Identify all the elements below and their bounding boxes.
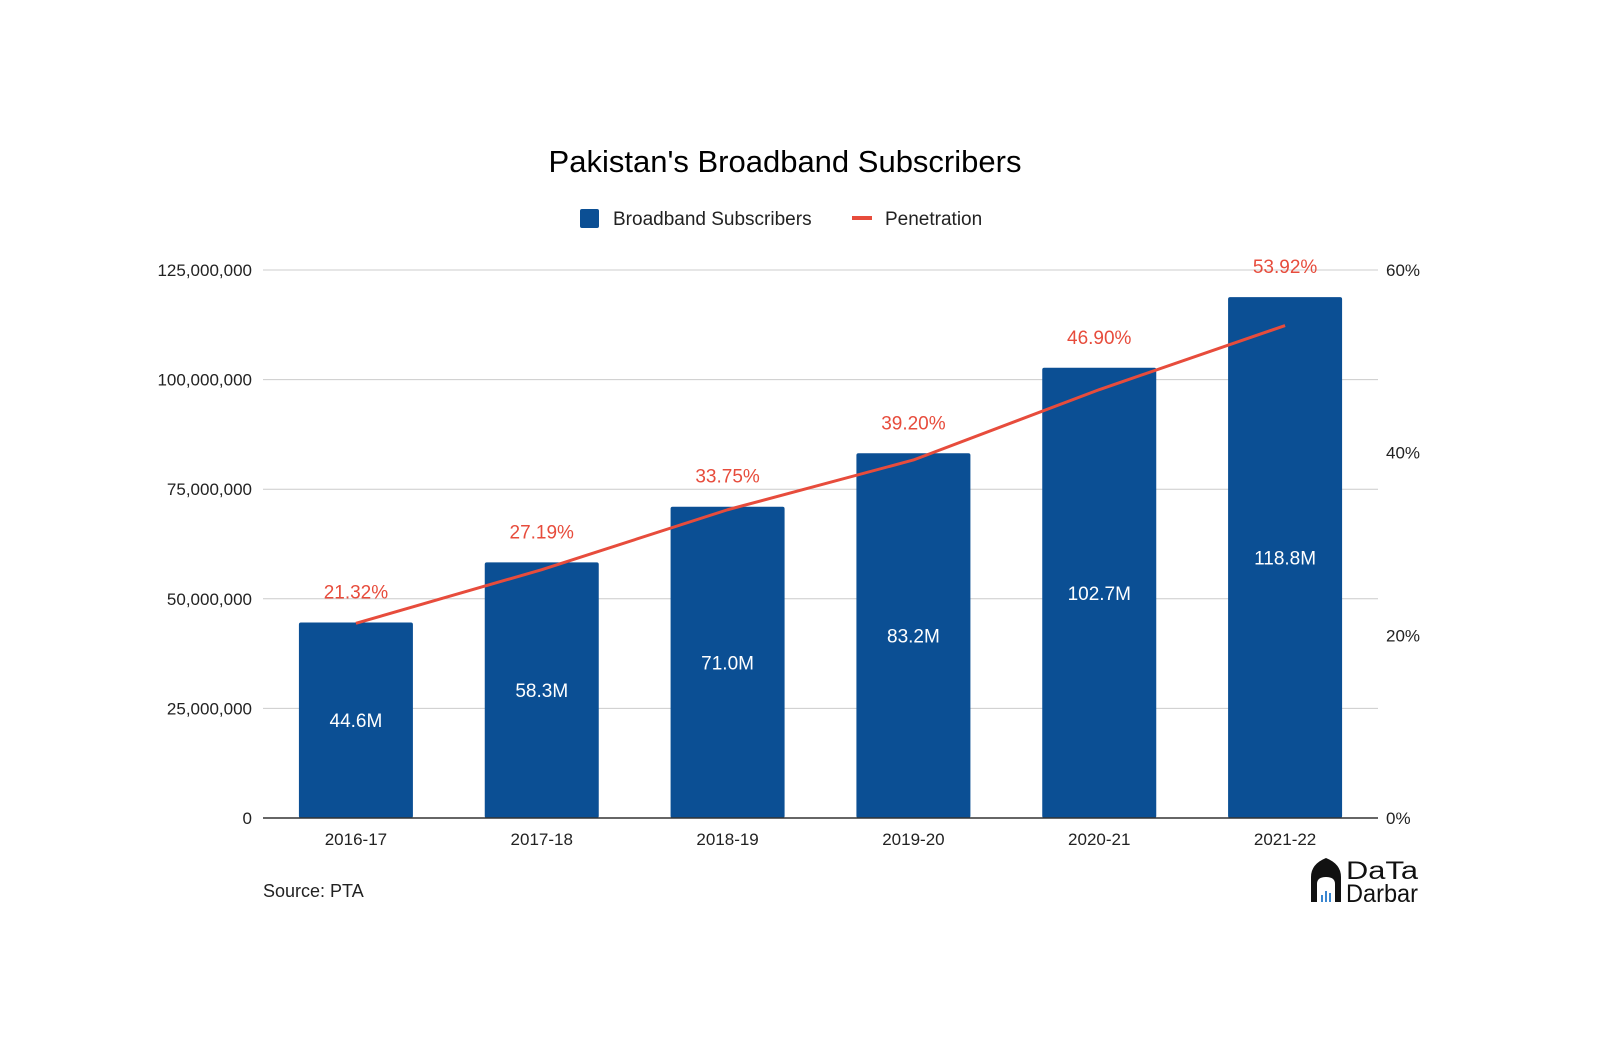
bar — [298, 622, 413, 818]
penetration-series: 21.32% 27.19% 33.75% 39.20% 46.90% 53.92% — [324, 257, 1318, 625]
mosque-dome-icon — [1311, 858, 1341, 902]
logo-text-bottom: Darbar — [1346, 880, 1418, 908]
x-tick-label: 2020-21 — [1068, 830, 1130, 849]
bar — [484, 562, 599, 818]
x-tick-label: 2021-22 — [1254, 830, 1316, 849]
penetration-value-label: 27.19% — [510, 522, 575, 543]
legend-swatch-line — [852, 216, 872, 220]
bar-value-label: 58.3M — [515, 681, 568, 702]
y-left-tick-label: 75,000,000 — [167, 480, 252, 499]
legend: Broadband Subscribers Penetration — [580, 209, 982, 230]
gridlines — [263, 269, 1378, 709]
bar-value-label: 102.7M — [1068, 584, 1131, 605]
penetration-value-label: 53.92% — [1253, 257, 1318, 278]
legend-label-subscribers: Broadband Subscribers — [613, 209, 812, 230]
bar-value-label: 118.8M — [1254, 549, 1316, 570]
y-right-tick-label: 20% — [1386, 626, 1420, 645]
logo-bar-1 — [1321, 895, 1323, 902]
legend-label-penetration: Penetration — [885, 209, 982, 230]
y-left-tick-label: 100,000,000 — [157, 371, 252, 390]
x-tick-label: 2018-19 — [696, 830, 758, 849]
y-right-tick-label: 60% — [1386, 261, 1420, 280]
logo-bar-3 — [1329, 893, 1331, 902]
x-tick-label: 2016-17 — [325, 830, 387, 849]
penetration-line — [355, 324, 1286, 625]
bar-value-label: 71.0M — [701, 653, 754, 674]
bar — [856, 453, 971, 818]
y-right-tick-label: 0% — [1386, 809, 1411, 828]
bar-series: 44.6M 58.3M 71.0M 83.2M 102.7M 118.8M — [298, 297, 1343, 818]
x-axis: 2016-17 2017-18 2018-19 2019-20 2020-21 2021-… — [325, 830, 1317, 849]
y-left-tick-label: 0 — [243, 809, 252, 828]
y-left-tick-label: 25,000,000 — [167, 699, 252, 718]
bar-value-label: 44.6M — [330, 711, 383, 732]
x-tick-label: 2019-20 — [882, 830, 944, 849]
y-right-tick-label: 40% — [1386, 444, 1420, 463]
bar — [1042, 367, 1157, 818]
y-left-tick-label: 125,000,000 — [157, 261, 252, 280]
left-axis: 0 25,000,000 50,000,000 75,000,000 100,000,0… — [157, 261, 252, 828]
penetration-value-label: 39.20% — [881, 413, 946, 434]
bar-value-label: 83.2M — [887, 627, 940, 648]
logo-text-top: DaTa — [1346, 857, 1418, 885]
legend-swatch-bar — [580, 209, 599, 228]
bar — [1228, 297, 1343, 818]
bar — [670, 506, 785, 818]
logo-bar-2 — [1325, 891, 1327, 902]
penetration-value-label: 46.90% — [1067, 328, 1132, 349]
x-tick-label: 2017-18 — [511, 830, 573, 849]
penetration-value-label: 21.32% — [324, 582, 389, 603]
source-note: Source: PTA — [263, 881, 364, 901]
right-axis: 0% 20% 40% 60% — [1386, 261, 1420, 828]
chart-title: Pakistan's Broadband Subscribers — [549, 144, 1022, 179]
data-darbar-logo: DaTa Darbar — [1311, 857, 1418, 908]
y-left-tick-label: 50,000,000 — [167, 590, 252, 609]
penetration-value-label: 33.75% — [695, 467, 760, 488]
